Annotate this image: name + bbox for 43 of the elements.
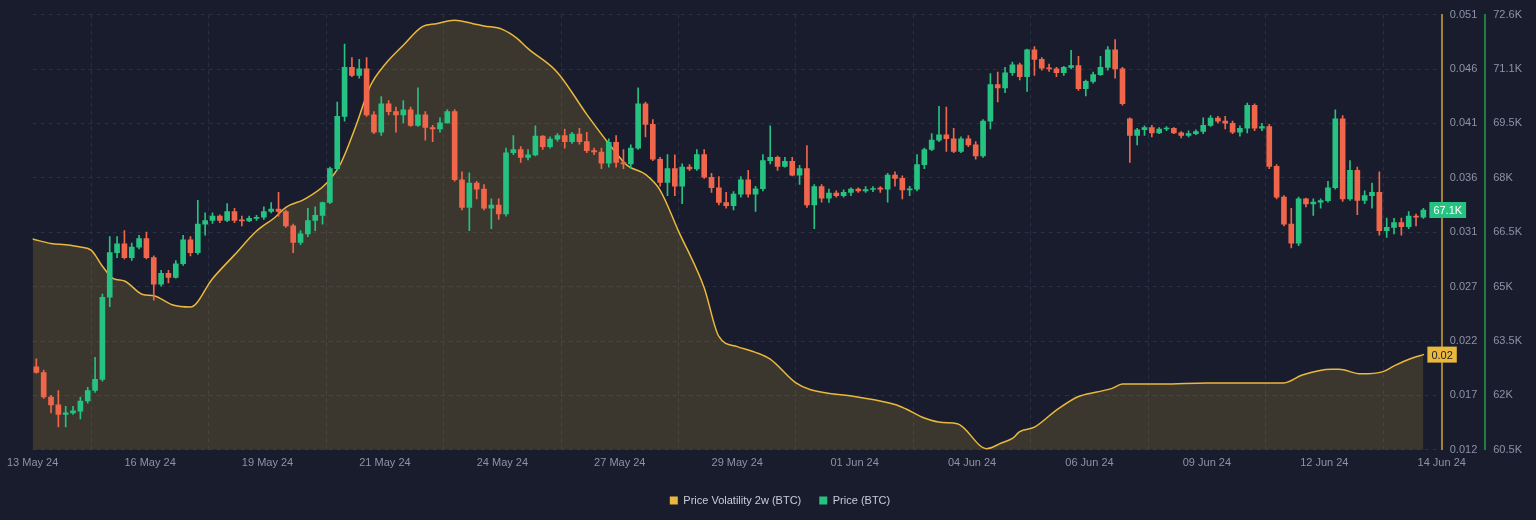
candlestick — [1413, 213, 1419, 227]
y-tick-label: 0.017 — [1449, 388, 1478, 401]
x-tick-label: 27 May 24 — [594, 456, 646, 469]
y-tick-label: 0.041 — [1449, 116, 1478, 129]
x-tick-label: 24 May 24 — [476, 456, 529, 469]
y2-tick-label: 62K — [1493, 388, 1514, 401]
candlestick — [400, 100, 407, 124]
candlestick — [1222, 116, 1229, 130]
y-tick-label: 0.012 — [1449, 442, 1478, 455]
y-tick-label: 0.031 — [1449, 225, 1478, 238]
y2-tick-label: 72.6K — [1493, 7, 1523, 20]
candlestick — [393, 106, 399, 133]
y2-tick-label: 66.5K — [1493, 225, 1523, 238]
legend-label: Price (BTC) — [832, 493, 891, 506]
candlestick — [994, 71, 1001, 103]
y-tick-label: 0.051 — [1449, 7, 1478, 20]
x-tick-label: 04 Jun 24 — [947, 456, 997, 469]
x-tick-label: 09 Jun 24 — [1182, 456, 1232, 469]
data-label: 0.02 — [1431, 348, 1453, 361]
x-tick-label: 13 May 24 — [6, 456, 59, 469]
y-tick-label: 0.036 — [1449, 170, 1478, 183]
y-tick-label: 0.027 — [1449, 279, 1478, 292]
y2-tick-label: 63.5K — [1493, 334, 1523, 347]
y2-tick-label: 69.5K — [1493, 116, 1523, 129]
x-tick-label: 19 May 24 — [241, 456, 294, 469]
y2-tick-label: 60.5K — [1493, 442, 1523, 455]
x-tick-label: 06 Jun 24 — [1065, 456, 1114, 469]
x-tick-label: 29 May 24 — [711, 456, 763, 469]
x-tick-label: 01 Jun 24 — [830, 456, 879, 469]
y2-tick-label: 71.1K — [1493, 62, 1523, 75]
x-tick-label: 14 Jun 24 — [1417, 456, 1466, 469]
legend-label: Price Volatility 2w (BTC) — [683, 493, 802, 506]
text: 67.1K — [1433, 204, 1463, 217]
candlestick — [62, 406, 69, 428]
y2-tick-label: 68K — [1493, 170, 1514, 183]
candlestick — [936, 105, 942, 142]
y2-tick-label: 65K — [1493, 279, 1514, 292]
candlestick — [202, 212, 208, 236]
x-tick-label: 21 May 24 — [359, 456, 411, 469]
x-tick-label: 16 May 24 — [124, 456, 176, 469]
y-tick-label: 0.046 — [1449, 62, 1478, 75]
x-tick-label: 12 Jun 24 — [1300, 456, 1349, 469]
y-tick-label: 0.022 — [1449, 334, 1478, 347]
